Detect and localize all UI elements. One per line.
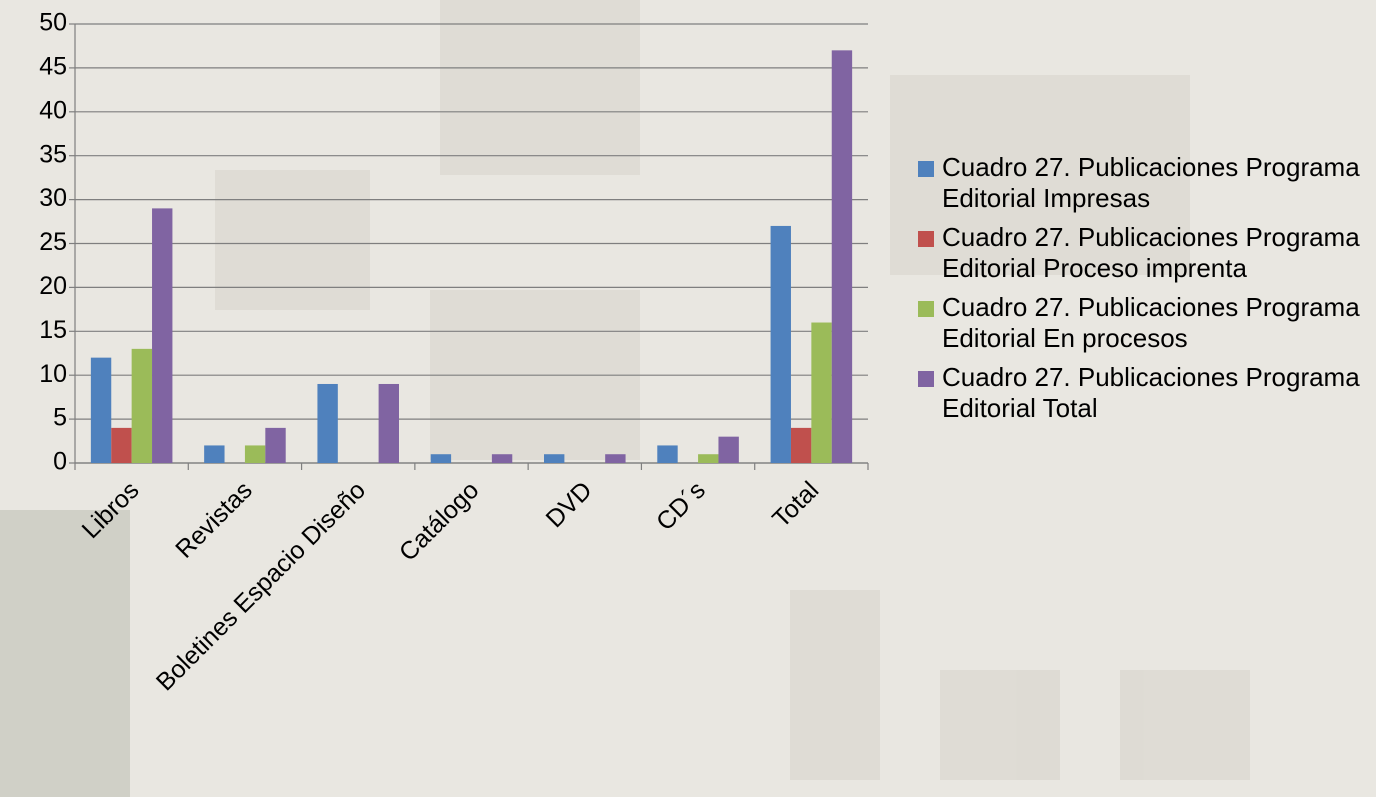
y-tick-label: 15: [39, 316, 67, 344]
bar: [244, 445, 266, 463]
x-tick-label: Revistas: [170, 476, 258, 564]
y-tick-label: 5: [53, 404, 67, 432]
bar: [605, 454, 626, 463]
legend-swatch: [918, 231, 934, 247]
bar: [831, 50, 853, 464]
bar: [544, 454, 565, 463]
legend-label: Cuadro 27. Publicaciones Programa Editor…: [942, 152, 1360, 213]
bg-tree: [0, 510, 130, 797]
bar: [378, 383, 399, 463]
legend-label: Cuadro 27. Publicaciones Programa Editor…: [942, 222, 1360, 283]
y-tick-label: 45: [39, 53, 67, 81]
y-tick-label: 25: [39, 228, 67, 256]
legend-swatch: [918, 161, 934, 177]
y-tick-label: 30: [39, 184, 67, 212]
x-tick-label: CD´s: [651, 476, 711, 536]
bg-window: [215, 170, 370, 310]
x-tick-label: Catálogo: [394, 476, 485, 567]
bar: [111, 427, 132, 463]
bar: [131, 348, 153, 463]
legend-item: Cuadro 27. Publicaciones Programa Editor…: [918, 152, 1368, 214]
bar: [265, 427, 286, 463]
bar: [90, 357, 112, 463]
y-tick-label: 40: [39, 96, 67, 124]
legend-label: Cuadro 27. Publicaciones Programa Editor…: [942, 292, 1360, 353]
bg-window: [890, 75, 1190, 275]
legend-item: Cuadro 27. Publicaciones Programa Editor…: [918, 222, 1368, 284]
legend-item: Cuadro 27. Publicaciones Programa Editor…: [918, 362, 1368, 424]
legend-item: Cuadro 27. Publicaciones Programa Editor…: [918, 292, 1368, 354]
bar: [790, 427, 812, 463]
y-tick-label: 10: [39, 360, 67, 388]
bar: [152, 208, 173, 463]
x-tick-label: Boletines Espacio Diseño: [151, 476, 371, 696]
bar: [718, 436, 739, 463]
bg-window: [940, 670, 1060, 780]
bar: [204, 445, 225, 463]
legend-label: Cuadro 27. Publicaciones Programa Editor…: [942, 362, 1360, 423]
bar: [317, 383, 338, 463]
bar: [770, 225, 791, 463]
bar: [491, 454, 513, 463]
bg-window: [790, 590, 880, 780]
y-tick-label: 50: [39, 9, 67, 37]
background: [0, 0, 1250, 797]
legend-swatch: [918, 371, 934, 387]
bg-window: [1120, 670, 1250, 780]
bar: [657, 445, 678, 463]
y-tick-label: 35: [39, 140, 67, 168]
bg-window: [440, 0, 640, 175]
bar: [698, 454, 719, 463]
y-tick-label: 20: [39, 272, 67, 300]
y-tick-label: 0: [53, 448, 67, 476]
bar: [811, 322, 832, 463]
x-tick-label: DVD: [541, 476, 598, 533]
legend: Cuadro 27. Publicaciones Programa Editor…: [918, 152, 1368, 432]
x-tick-label: Total: [767, 476, 824, 533]
legend-swatch: [918, 301, 934, 317]
bar: [430, 454, 452, 463]
